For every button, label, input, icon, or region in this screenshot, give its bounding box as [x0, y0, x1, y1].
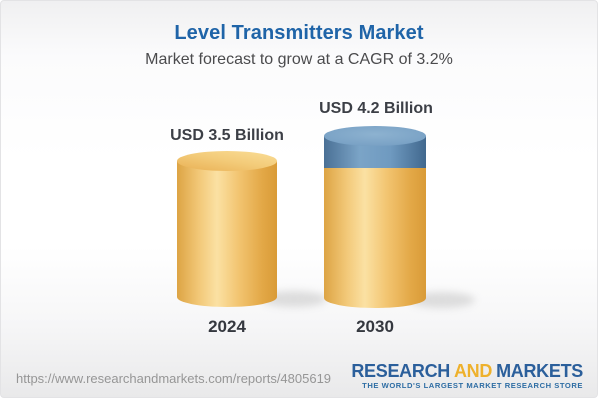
- logo-tagline: THE WORLD'S LARGEST MARKET RESEARCH STOR…: [362, 381, 583, 390]
- category-label-2024: 2024: [208, 317, 246, 336]
- chart-subtitle: Market forecast to grow at a CAGR of 3.2…: [145, 51, 453, 68]
- logo-word-research: RESEARCH: [351, 361, 450, 381]
- researchandmarkets-logo: RESEARCH AND MARKETS THE WORLD'S LARGEST M…: [351, 362, 583, 390]
- category-label-2030: 2030: [356, 317, 394, 336]
- logo-word-markets: MARKETS: [496, 361, 583, 381]
- cylinder-2030: [324, 126, 426, 308]
- value-label-2024: USD 3.5 Billion: [170, 127, 284, 144]
- value-label-2030: USD 4.2 Billion: [319, 100, 433, 117]
- logo-wordmark: RESEARCH AND MARKETS: [351, 362, 583, 380]
- page-title: Level Transmitters Market: [174, 22, 424, 44]
- report-url: https://www.researchandmarkets.com/repor…: [16, 371, 332, 386]
- logo-word-and: AND: [453, 361, 493, 381]
- cylinder-2024: [177, 151, 277, 307]
